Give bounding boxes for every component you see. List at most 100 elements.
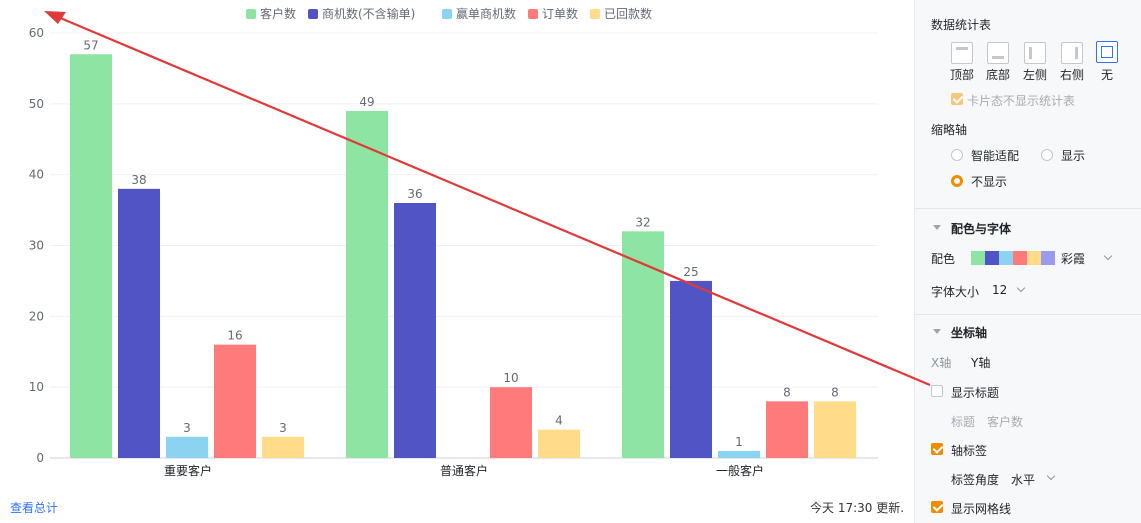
position-bottom-button[interactable] bbox=[987, 42, 1009, 64]
bar bbox=[70, 54, 112, 458]
collapse-caret-icon[interactable] bbox=[933, 225, 941, 230]
position-left-label: 左侧 bbox=[1022, 68, 1047, 82]
y-tick-label: 20 bbox=[29, 309, 44, 323]
thumbnail-smart-radio[interactable] bbox=[951, 149, 963, 161]
show-title-label: 显示标题 bbox=[951, 386, 1000, 400]
data-label: 16 bbox=[227, 329, 242, 343]
thumbnail-hide-radio[interactable] bbox=[951, 175, 963, 187]
annotation-arrow-head bbox=[44, 11, 66, 24]
x-tick-label: 重要客户 bbox=[164, 463, 212, 478]
view-total-link[interactable]: 查看总计 bbox=[10, 501, 59, 515]
thumbnail-smart-label: 智能适配 bbox=[971, 149, 1020, 163]
legend-label: 赢单商机数 bbox=[456, 6, 516, 21]
axis-label-label: 轴标签 bbox=[951, 444, 988, 458]
label-angle-label: 标签角度 bbox=[951, 473, 1000, 487]
font-size-label: 字体大小 bbox=[931, 285, 980, 299]
settings-panel: 数据统计表 顶部 底部 左侧 右侧 无 卡片态不显示统计表 缩略轴 智能适配 显… bbox=[914, 0, 1141, 523]
data-label: 4 bbox=[555, 414, 563, 428]
x-tick-label: 一般客户 bbox=[716, 463, 764, 478]
data-label: 3 bbox=[279, 421, 287, 435]
bar bbox=[166, 436, 208, 458]
divider bbox=[915, 314, 1141, 315]
legend-swatch bbox=[246, 9, 256, 19]
color-label: 配色 bbox=[931, 252, 956, 266]
data-label: 8 bbox=[783, 385, 791, 399]
data-label: 25 bbox=[683, 265, 698, 279]
thumbnail-axis-title: 缩略轴 bbox=[931, 123, 968, 137]
data-label: 38 bbox=[131, 173, 146, 187]
data-label: 57 bbox=[83, 38, 98, 52]
y-tick-label: 50 bbox=[29, 97, 44, 111]
divider bbox=[915, 208, 1141, 209]
axis-title-label: 标题 bbox=[951, 415, 976, 429]
data-label: 1 bbox=[735, 435, 743, 449]
y-tick-label: 0 bbox=[36, 451, 44, 465]
palette-swatch bbox=[1013, 251, 1027, 265]
palette-swatch bbox=[971, 251, 985, 265]
bar bbox=[538, 429, 580, 458]
y-tick-label: 60 bbox=[29, 26, 44, 40]
show-title-checkbox[interactable] bbox=[931, 385, 943, 397]
bar bbox=[394, 203, 436, 458]
palette-name[interactable]: 彩霞 bbox=[1061, 252, 1086, 266]
legend-swatch bbox=[590, 9, 600, 19]
bar-chart: 0 10 20 30 40 50 60 57 38 3 16 3 重要客户 49 36 10 4 普通客户 32 25… bbox=[29, 6, 878, 478]
legend-label: 订单数 bbox=[542, 6, 578, 21]
bar bbox=[490, 387, 532, 458]
legend-swatch bbox=[308, 9, 318, 19]
position-left-button[interactable] bbox=[1024, 42, 1046, 64]
data-label: 32 bbox=[635, 215, 650, 229]
y-tick-label: 40 bbox=[29, 168, 44, 182]
annotation-arrow-line bbox=[57, 15, 931, 387]
bar bbox=[214, 344, 256, 458]
legend-label: 已回款数 bbox=[604, 6, 652, 21]
card-hide-stats-label: 卡片态不显示统计表 bbox=[967, 94, 1076, 108]
thumbnail-hide-label: 不显示 bbox=[971, 175, 1008, 189]
data-label: 49 bbox=[359, 95, 374, 109]
position-top-label: 顶部 bbox=[949, 68, 974, 82]
data-label: 10 bbox=[503, 371, 518, 385]
legend-label: 商机数(不含输单) bbox=[322, 6, 415, 21]
collapse-caret-icon[interactable] bbox=[933, 329, 941, 334]
bar bbox=[670, 280, 712, 458]
palette-swatch bbox=[1027, 251, 1041, 265]
legend-label: 客户数 bbox=[260, 6, 296, 21]
position-top-button[interactable] bbox=[951, 42, 973, 64]
update-status: 今天 17:30 更新. bbox=[810, 501, 905, 515]
bar bbox=[262, 436, 304, 458]
x-tick-label: 普通客户 bbox=[440, 463, 488, 478]
palette-swatch bbox=[1041, 251, 1055, 265]
bar bbox=[766, 401, 808, 458]
show-grid-label: 显示网格线 bbox=[951, 502, 1012, 516]
position-right-label: 右侧 bbox=[1059, 68, 1084, 82]
y-tick-label: 30 bbox=[29, 239, 44, 253]
stats-table-title: 数据统计表 bbox=[931, 18, 992, 32]
palette-swatch bbox=[999, 251, 1013, 265]
tab-x-axis[interactable]: X轴 bbox=[931, 356, 952, 370]
label-angle-value[interactable]: 水平 bbox=[1011, 473, 1036, 487]
bar bbox=[118, 188, 160, 459]
data-label: 8 bbox=[831, 385, 839, 399]
position-right-button[interactable] bbox=[1061, 42, 1083, 64]
data-label: 36 bbox=[407, 187, 422, 201]
thumbnail-show-radio[interactable] bbox=[1041, 149, 1053, 161]
data-label: 3 bbox=[183, 421, 191, 435]
axis-section-title: 坐标轴 bbox=[951, 326, 988, 340]
bar bbox=[346, 110, 388, 459]
color-font-title: 配色与字体 bbox=[951, 222, 1012, 236]
axis-label-checkbox[interactable] bbox=[931, 443, 943, 455]
bar bbox=[718, 450, 760, 458]
palette-swatch bbox=[985, 251, 999, 265]
position-none-button[interactable] bbox=[1096, 41, 1118, 63]
font-size-value[interactable]: 12 bbox=[992, 283, 1008, 297]
tab-y-axis[interactable]: Y轴 bbox=[971, 356, 991, 370]
legend-swatch bbox=[528, 9, 538, 19]
legend-swatch bbox=[442, 9, 452, 19]
card-hide-stats-checkbox[interactable] bbox=[951, 93, 963, 105]
axis-title-input[interactable]: 客户数 bbox=[987, 415, 1024, 429]
bar bbox=[814, 401, 856, 458]
y-tick-label: 10 bbox=[29, 380, 44, 394]
position-none-label: 无 bbox=[1100, 68, 1113, 82]
show-grid-checkbox[interactable] bbox=[931, 501, 943, 513]
